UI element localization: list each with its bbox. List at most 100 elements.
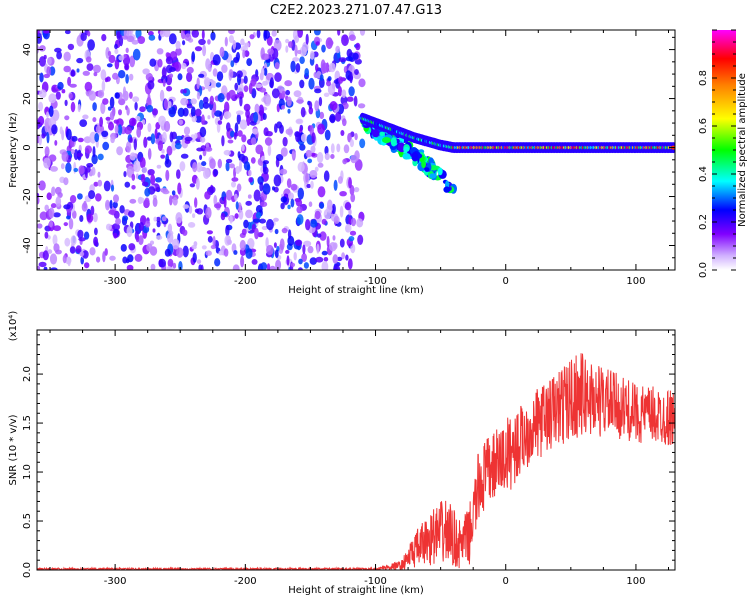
- heatmap-cell: [210, 244, 216, 250]
- heatmap-cell: [194, 115, 203, 123]
- heatmap-cell: [315, 256, 324, 263]
- heatmap-cell: [260, 262, 268, 270]
- heatmap-cell: [314, 88, 322, 94]
- heatmap-cell: [79, 119, 88, 127]
- heatmap-cell: [136, 126, 142, 138]
- heatmap-cell: [305, 149, 312, 158]
- heatmap-cell: [72, 210, 77, 219]
- heatmap-cell: [265, 237, 269, 249]
- heatmap-cell: [101, 80, 106, 92]
- heatmap-cell: [305, 219, 311, 231]
- heatmap-cell: [186, 72, 193, 83]
- heatmap-cell: [267, 144, 272, 157]
- x-tick-label: -100: [364, 276, 387, 287]
- heatmap-cell: [345, 254, 349, 261]
- heatmap-cell: [288, 41, 293, 48]
- heatmap-cell: [126, 226, 133, 238]
- heatmap-cell: [282, 136, 288, 147]
- heatmap-cell: [51, 124, 58, 135]
- heatmap-cell: [167, 258, 174, 268]
- heatmap-cell: [69, 83, 77, 88]
- heatmap-cell: [302, 244, 306, 255]
- heatmap-cell: [266, 244, 274, 256]
- heatmap-cell: [43, 266, 48, 270]
- heatmap-cell: [64, 237, 71, 247]
- heatmap-cell: [57, 81, 64, 90]
- heatmap-cell: [67, 43, 75, 51]
- heatmap-cell: [162, 131, 167, 143]
- heatmap-cell: [38, 180, 46, 191]
- heatmap-cell: [214, 110, 222, 117]
- heatmap-cell: [269, 77, 274, 89]
- heatmap-cell: [403, 147, 410, 152]
- heatmap-cell: [339, 238, 345, 248]
- heatmap-cell: [158, 115, 166, 127]
- heatmap-cell: [353, 187, 360, 193]
- heatmap-cell: [156, 48, 164, 55]
- heatmap-cell: [330, 154, 335, 159]
- colorbar-gradient: [712, 30, 736, 270]
- heatmap-cell: [50, 203, 57, 209]
- heatmap-cell: [48, 93, 57, 104]
- heatmap-cell: [354, 159, 363, 171]
- heatmap-cell: [280, 196, 288, 203]
- heatmap-cell: [198, 99, 204, 110]
- snr-ylabel: SNR (10 * v/v): [8, 414, 19, 485]
- heatmap-cell: [248, 177, 253, 183]
- heatmap-cell: [131, 185, 136, 190]
- heatmap-cell: [129, 152, 136, 161]
- heatmap-cell: [217, 120, 223, 125]
- heatmap-cell: [52, 234, 58, 246]
- heatmap-cell: [348, 216, 352, 226]
- heatmap-cell: [102, 141, 110, 151]
- heatmap-cell: [215, 82, 222, 88]
- heatmap-cell: [204, 191, 211, 200]
- heatmap-cell: [125, 47, 129, 53]
- heatmap-cell: [318, 96, 323, 107]
- heatmap-cell: [265, 96, 272, 105]
- heatmap-cell: [252, 218, 261, 223]
- heatmap-cell: [172, 197, 178, 206]
- heatmap-cell: [310, 180, 314, 189]
- heatmap-cell: [240, 255, 245, 268]
- heatmap-cell: [55, 91, 61, 100]
- heatmap-cell: [168, 101, 172, 109]
- heatmap-cell: [148, 34, 156, 41]
- heatmap-cell: [239, 239, 246, 251]
- heatmap-cell: [77, 137, 84, 143]
- heatmap-cell: [338, 76, 344, 84]
- heatmap-cell: [349, 139, 354, 148]
- heatmap-cell: [207, 236, 213, 243]
- heatmap-cell: [64, 99, 68, 107]
- heatmap-cell: [323, 208, 332, 220]
- heatmap-cell: [122, 215, 129, 222]
- heatmap-cell: [155, 235, 163, 240]
- heatmap-cell: [101, 130, 109, 138]
- colorbar-label: Normalized spectral amplitude: [737, 73, 748, 227]
- heatmap-cell: [299, 143, 306, 151]
- y-tick-label: -40: [22, 237, 33, 253]
- heatmap-cell: [131, 173, 136, 181]
- heatmap-cell: [94, 239, 98, 247]
- heatmap-cell: [55, 249, 62, 255]
- heatmap-cell: [343, 66, 348, 74]
- heatmap-cell: [202, 102, 210, 109]
- heatmap-cell: [256, 30, 261, 39]
- heatmap-cell: [317, 186, 326, 198]
- colorbar: 0.0 0.2 0.4 0.6 0.8 Normalized spectral ampl…: [698, 29, 748, 278]
- heatmap-cell: [164, 248, 171, 257]
- heatmap-cell: [190, 106, 196, 118]
- heatmap-cell: [106, 63, 113, 68]
- heatmap-cell: [225, 158, 233, 164]
- heatmap-cell: [333, 242, 338, 250]
- heatmap-cell: [63, 177, 69, 186]
- heatmap-cell: [390, 137, 397, 147]
- heatmap-cell: [93, 72, 98, 77]
- x-tick-label: -200: [234, 576, 257, 587]
- heatmap-cell: [223, 248, 229, 257]
- heatmap-cell: [323, 92, 330, 98]
- heatmap-cell: [181, 62, 187, 70]
- heatmap-cell: [107, 106, 112, 111]
- heatmap-cell: [273, 174, 282, 187]
- heatmap-cell: [44, 204, 49, 212]
